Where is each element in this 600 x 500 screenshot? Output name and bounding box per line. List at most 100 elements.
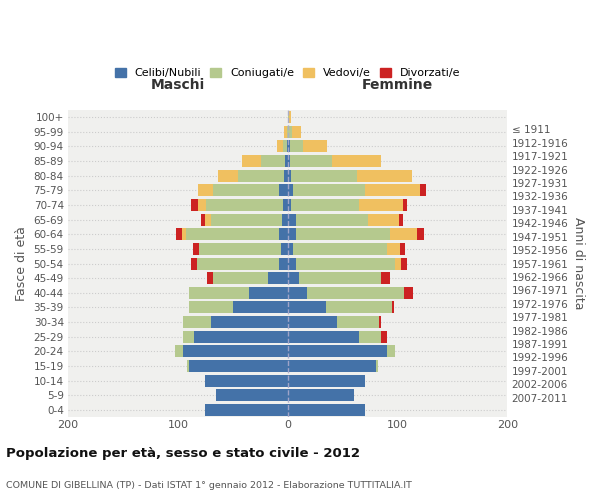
Bar bbox=[287, 243, 293, 255]
Bar bbox=[197, 199, 206, 211]
Bar bbox=[175, 346, 184, 358]
Bar bbox=[386, 346, 395, 358]
Bar bbox=[379, 316, 381, 328]
Bar bbox=[287, 374, 365, 386]
Bar bbox=[191, 258, 197, 270]
Text: COMUNE DI GIBELLINA (TP) - Dati ISTAT 1° gennaio 2012 - Elaborazione TUTTITALIA.: COMUNE DI GIBELLINA (TP) - Dati ISTAT 1°… bbox=[6, 480, 412, 490]
Y-axis label: Anni di nascita: Anni di nascita bbox=[572, 218, 585, 310]
Bar bbox=[287, 346, 386, 358]
Bar bbox=[287, 287, 307, 299]
Bar bbox=[287, 214, 296, 226]
Bar bbox=[249, 287, 287, 299]
Bar bbox=[197, 258, 279, 270]
Bar bbox=[287, 140, 290, 152]
Bar bbox=[279, 258, 287, 270]
Bar bbox=[287, 316, 337, 328]
Bar bbox=[293, 184, 365, 196]
Bar bbox=[289, 111, 291, 123]
Bar bbox=[287, 184, 293, 196]
Bar bbox=[296, 214, 368, 226]
Bar bbox=[238, 170, 284, 182]
Bar bbox=[404, 287, 413, 299]
Bar bbox=[359, 330, 381, 342]
Bar bbox=[199, 243, 281, 255]
Bar bbox=[368, 214, 398, 226]
Bar bbox=[201, 214, 205, 226]
Bar bbox=[291, 170, 357, 182]
Bar bbox=[400, 243, 405, 255]
Bar bbox=[291, 199, 359, 211]
Bar bbox=[184, 330, 194, 342]
Bar bbox=[287, 272, 299, 284]
Bar bbox=[287, 199, 291, 211]
Bar bbox=[290, 140, 303, 152]
Bar bbox=[182, 228, 185, 240]
Bar bbox=[284, 126, 287, 138]
Bar bbox=[286, 155, 287, 167]
Bar bbox=[290, 155, 332, 167]
Bar bbox=[189, 360, 287, 372]
Bar bbox=[287, 302, 326, 314]
Bar bbox=[419, 184, 426, 196]
Bar bbox=[213, 272, 268, 284]
Bar bbox=[357, 170, 412, 182]
Bar bbox=[287, 170, 291, 182]
Bar bbox=[213, 184, 279, 196]
Bar bbox=[303, 140, 327, 152]
Bar bbox=[337, 316, 379, 328]
Bar bbox=[401, 258, 407, 270]
Bar bbox=[277, 140, 283, 152]
Bar bbox=[359, 199, 403, 211]
Bar bbox=[287, 111, 289, 123]
Bar bbox=[287, 360, 376, 372]
Bar bbox=[403, 199, 407, 211]
Bar bbox=[287, 155, 290, 167]
Y-axis label: Fasce di età: Fasce di età bbox=[15, 226, 28, 301]
Bar bbox=[287, 404, 365, 416]
Bar bbox=[184, 346, 287, 358]
Bar bbox=[292, 126, 301, 138]
Bar bbox=[293, 243, 386, 255]
Bar bbox=[205, 404, 287, 416]
Bar bbox=[218, 170, 238, 182]
Bar bbox=[242, 155, 262, 167]
Bar bbox=[287, 228, 296, 240]
Bar bbox=[287, 330, 359, 342]
Bar bbox=[279, 228, 287, 240]
Bar bbox=[296, 258, 395, 270]
Bar bbox=[418, 228, 424, 240]
Bar bbox=[205, 374, 287, 386]
Bar bbox=[262, 155, 286, 167]
Bar bbox=[176, 228, 182, 240]
Bar bbox=[390, 228, 418, 240]
Bar bbox=[296, 228, 390, 240]
Bar bbox=[283, 140, 287, 152]
Bar bbox=[381, 272, 390, 284]
Bar bbox=[283, 199, 287, 211]
Bar bbox=[268, 272, 287, 284]
Bar bbox=[281, 243, 287, 255]
Bar bbox=[386, 243, 400, 255]
Bar bbox=[365, 184, 419, 196]
Bar bbox=[211, 316, 287, 328]
Bar bbox=[381, 330, 386, 342]
Bar bbox=[284, 170, 287, 182]
Text: Popolazione per età, sesso e stato civile - 2012: Popolazione per età, sesso e stato civil… bbox=[6, 448, 360, 460]
Bar bbox=[287, 390, 353, 402]
Bar bbox=[376, 360, 378, 372]
Bar bbox=[189, 302, 233, 314]
Bar bbox=[299, 272, 381, 284]
Bar bbox=[233, 302, 287, 314]
Bar bbox=[208, 272, 213, 284]
Text: Maschi: Maschi bbox=[151, 78, 205, 92]
Bar bbox=[197, 184, 213, 196]
Bar bbox=[206, 199, 283, 211]
Bar bbox=[189, 287, 249, 299]
Bar bbox=[287, 126, 292, 138]
Bar bbox=[216, 390, 287, 402]
Bar bbox=[211, 214, 282, 226]
Bar bbox=[193, 243, 199, 255]
Bar bbox=[184, 316, 211, 328]
Bar bbox=[187, 360, 189, 372]
Bar bbox=[191, 199, 197, 211]
